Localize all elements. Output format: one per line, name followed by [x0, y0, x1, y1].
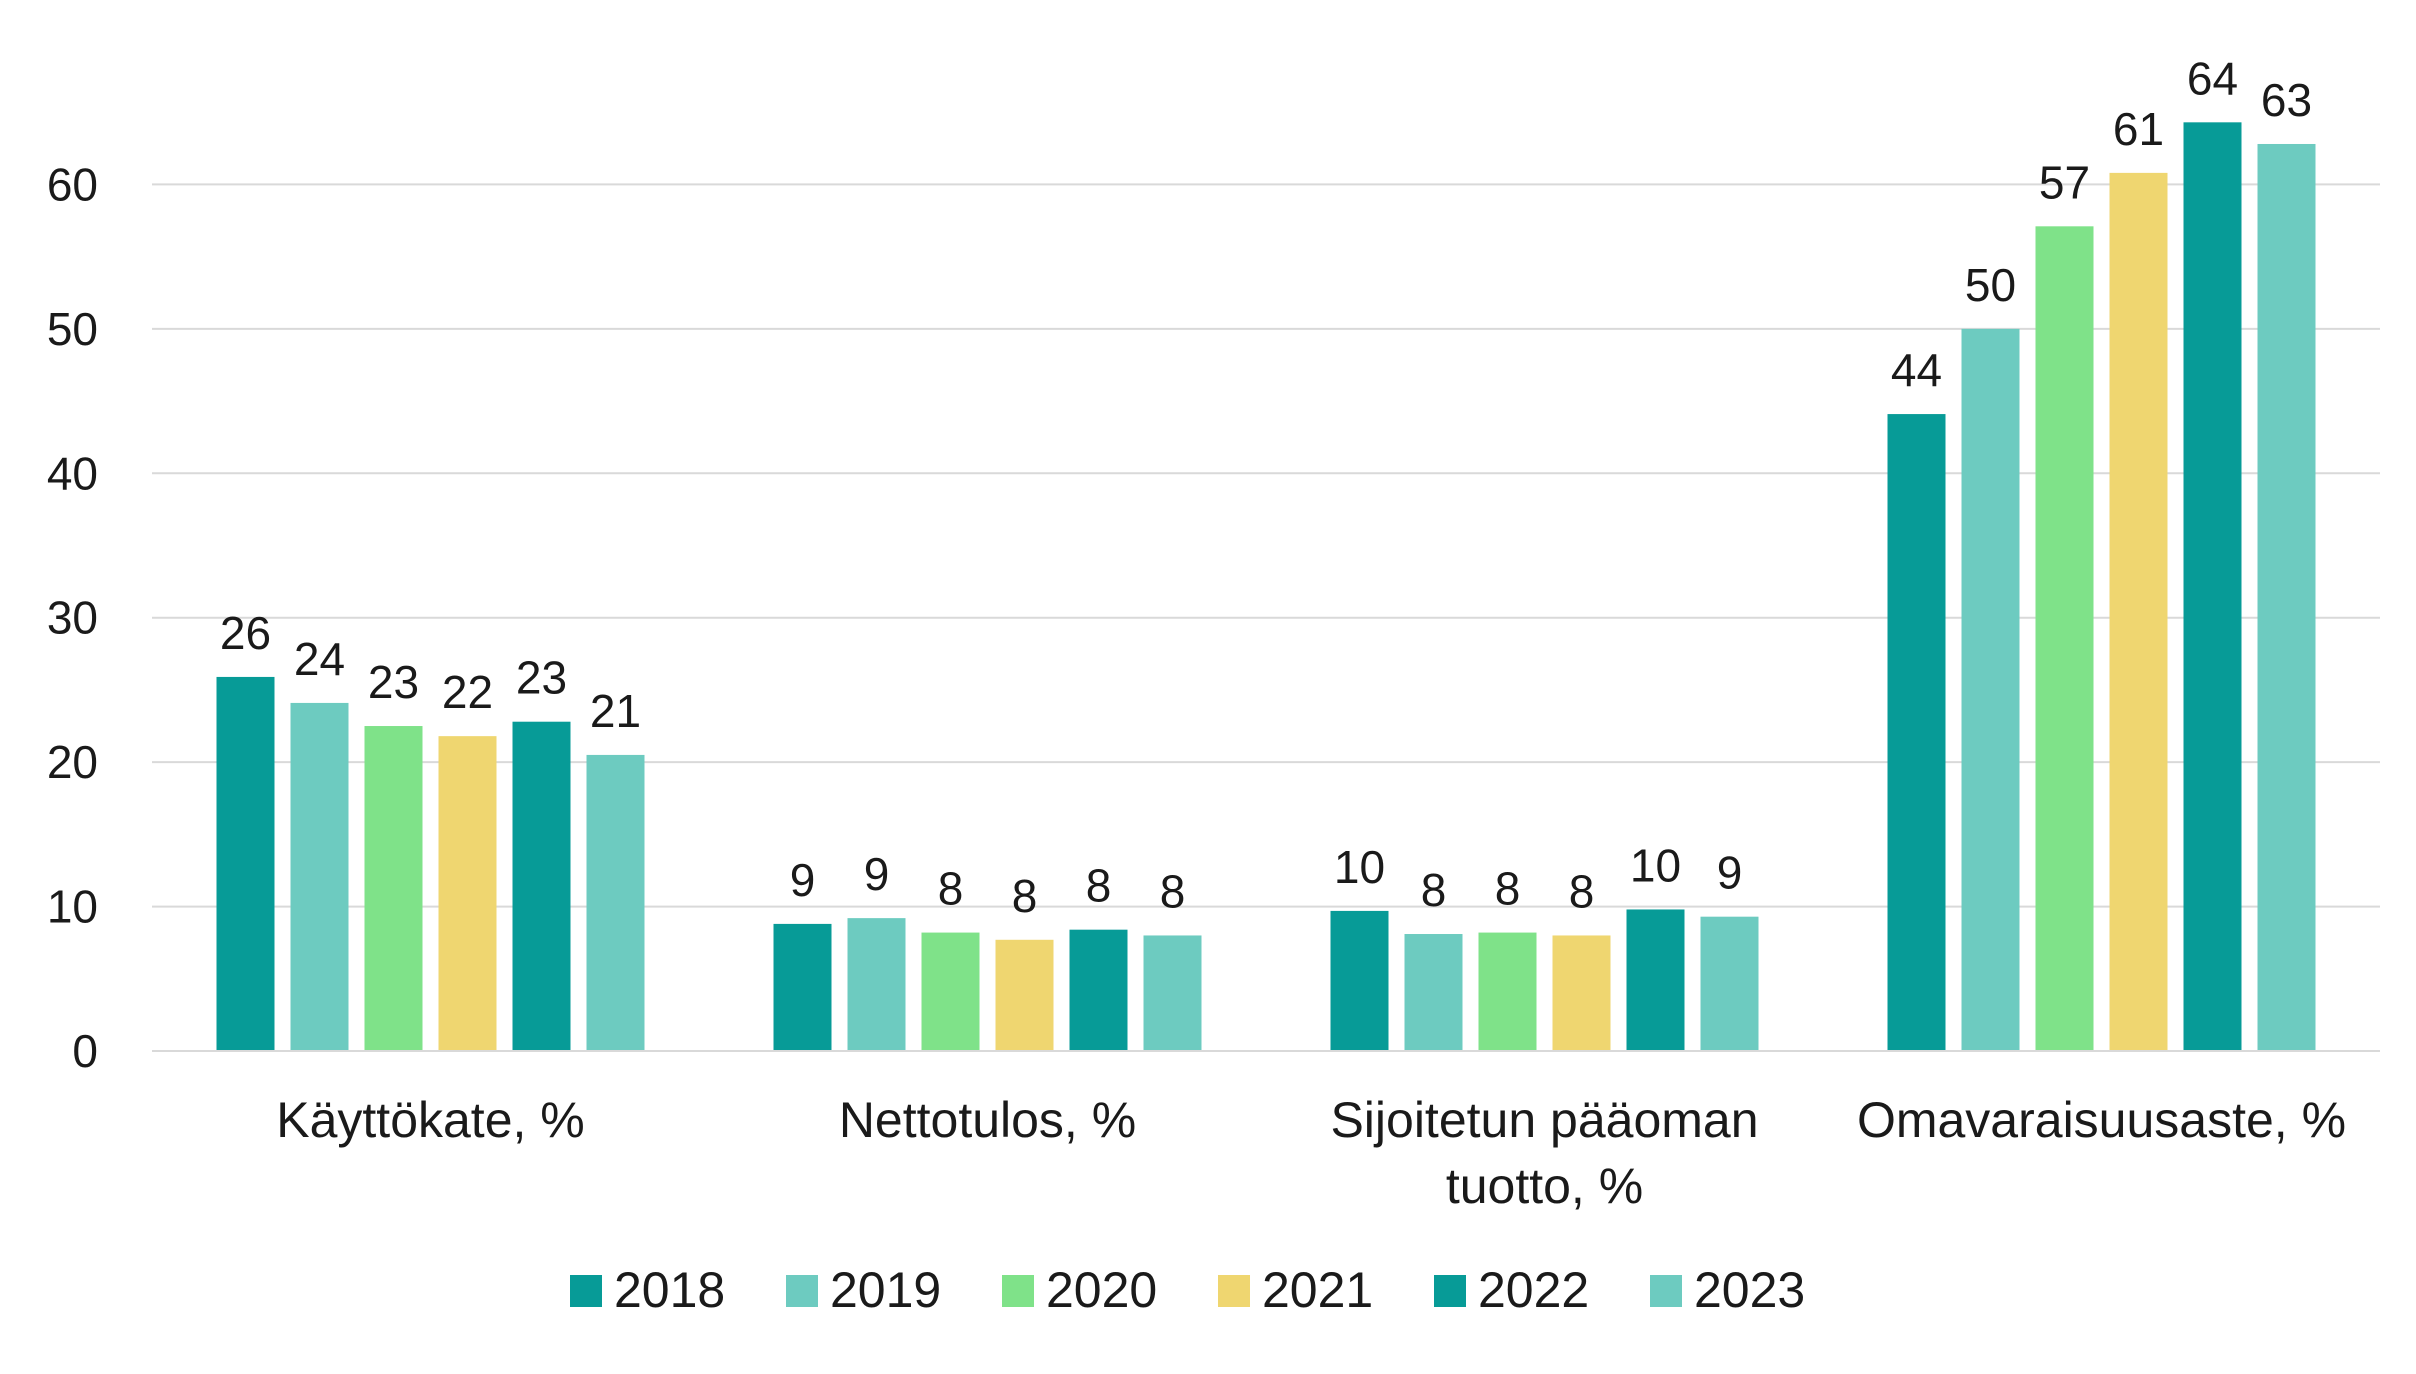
- data-label: 24: [294, 633, 345, 685]
- legend-label-2018: 2018: [614, 1262, 725, 1318]
- data-label: 10: [1334, 841, 1385, 893]
- data-label: 8: [938, 863, 964, 915]
- bar-sijoitetun-p-oman-tuotto-2018: [1330, 910, 1389, 1051]
- data-label: 50: [1965, 259, 2016, 311]
- data-label: 63: [2261, 74, 2312, 126]
- bar-omavaraisuusaste-2018: [1887, 414, 1946, 1051]
- data-label: 8: [1012, 870, 1038, 922]
- bar-nettotulos-2023: [1143, 935, 1202, 1051]
- legend-label-2019: 2019: [830, 1262, 941, 1318]
- legend-label-2020: 2020: [1046, 1262, 1157, 1318]
- legend: 2018 2019 2020 2021 2022 2023: [570, 1262, 1805, 1318]
- y-tick-label: 50: [47, 303, 98, 355]
- data-label: 8: [1495, 863, 1521, 915]
- bar-nettotulos-2022: [1069, 929, 1128, 1051]
- bar-k-ytt-kate-2019: [290, 702, 349, 1051]
- data-label: 23: [516, 652, 567, 704]
- bar-omavaraisuusaste-2019: [1961, 328, 2020, 1051]
- data-label: 8: [1569, 865, 1595, 917]
- category-label: Sijoitetun pääoman tuotto, %: [1330, 1092, 1758, 1214]
- bar-sijoitetun-p-oman-tuotto-2022: [1626, 909, 1685, 1051]
- data-label: 8: [1421, 864, 1447, 916]
- y-tick-label: 60: [47, 158, 98, 210]
- data-label: 10: [1630, 839, 1681, 891]
- y-tick-label: 10: [47, 881, 98, 933]
- bar-nettotulos-2019: [847, 918, 906, 1051]
- y-tick-label: 20: [47, 736, 98, 788]
- legend-swatch-2018: [570, 1275, 602, 1307]
- bar-sijoitetun-p-oman-tuotto-2020: [1478, 932, 1537, 1051]
- bar-k-ytt-kate-2023: [586, 754, 645, 1051]
- data-label: 57: [2039, 156, 2090, 208]
- y-tick-label: 30: [47, 592, 98, 644]
- category-label: Omavaraisuusaste, %: [1857, 1092, 2346, 1148]
- legend-swatch-2023: [1650, 1275, 1682, 1307]
- data-label: 44: [1891, 344, 1942, 396]
- bar-nettotulos-2021: [995, 939, 1054, 1051]
- bar-sijoitetun-p-oman-tuotto-2019: [1404, 934, 1463, 1051]
- data-label: 61: [2113, 103, 2164, 155]
- bar-nettotulos-2020: [921, 932, 980, 1051]
- y-axis-tick-labels: 0 10 20 30 40 50 60: [47, 158, 98, 1077]
- legend-label-2021: 2021: [1262, 1262, 1373, 1318]
- bar-sijoitetun-p-oman-tuotto-2023: [1700, 916, 1759, 1051]
- data-label: 22: [442, 666, 493, 718]
- data-label: 26: [220, 607, 271, 659]
- data-label: 23: [368, 656, 419, 708]
- data-label: 64: [2187, 52, 2238, 104]
- y-tick-label: 0: [72, 1025, 98, 1077]
- data-label: 9: [864, 848, 890, 900]
- bar-k-ytt-kate-2022: [512, 721, 571, 1051]
- legend-label-2022: 2022: [1478, 1262, 1589, 1318]
- legend-label-2023: 2023: [1694, 1262, 1805, 1318]
- data-label: 21: [590, 685, 641, 737]
- bar-sijoitetun-p-oman-tuotto-2021: [1552, 935, 1611, 1051]
- data-label: 9: [790, 854, 816, 906]
- category-label: Käyttökate, %: [276, 1092, 585, 1148]
- bar-omavaraisuusaste-2022: [2183, 122, 2242, 1052]
- bar-omavaraisuusaste-2020: [2035, 226, 2094, 1051]
- bar-k-ytt-kate-2021: [438, 736, 497, 1051]
- bar-omavaraisuusaste-2023: [2257, 143, 2316, 1051]
- legend-swatch-2022: [1434, 1275, 1466, 1307]
- data-label: 9: [1717, 847, 1743, 899]
- bars: [216, 122, 2316, 1052]
- data-label: 8: [1160, 865, 1186, 917]
- category-label: Nettotulos, %: [839, 1092, 1136, 1148]
- bar-k-ytt-kate-2018: [216, 676, 275, 1051]
- legend-swatch-2020: [1002, 1275, 1034, 1307]
- data-label: 8: [1086, 860, 1112, 912]
- legend-swatch-2021: [1218, 1275, 1250, 1307]
- bar-k-ytt-kate-2020: [364, 726, 423, 1051]
- category-labels: Käyttökate, % Nettotulos, % Sijoitetun pää…: [276, 1092, 2346, 1214]
- bar-omavaraisuusaste-2021: [2109, 172, 2168, 1052]
- y-tick-label: 40: [47, 447, 98, 499]
- legend-swatch-2019: [786, 1275, 818, 1307]
- bar-nettotulos-2018: [773, 923, 832, 1051]
